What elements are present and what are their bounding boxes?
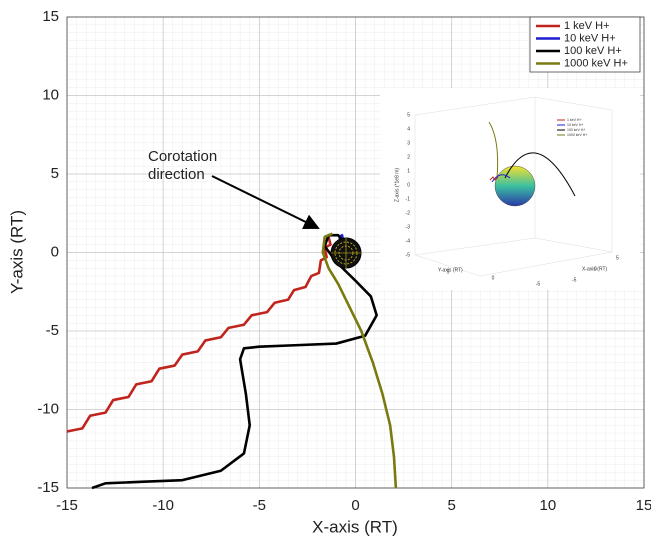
x-tick-label: -5 — [253, 497, 266, 514]
inset-y-label: Y-axis (RT) — [438, 267, 463, 273]
inset-legend-label: 1 keV H+ — [567, 118, 582, 122]
y-tick-label: 5 — [51, 165, 59, 182]
legend-label: 100 keV H+ — [564, 45, 622, 57]
plot-frame — [66, 16, 645, 489]
inset-z-tick-label: 3 — [407, 140, 410, 146]
inset-y-tick-label: 5 — [447, 269, 450, 275]
y-tick-label: -10 — [37, 400, 59, 417]
inset-z-tick-label: -1 — [406, 196, 411, 202]
inset-y-tick-label: -5 — [536, 281, 541, 287]
inset-x-tick-label: 0 — [594, 266, 597, 272]
inset-legend-label: 10 keV H+ — [567, 123, 583, 127]
x-tick-label: -15 — [56, 497, 78, 514]
x-tick-label: 5 — [447, 497, 455, 514]
legend-label: 10 keV H+ — [564, 32, 616, 44]
inset-legend-label: 1000 keV H+ — [567, 133, 587, 137]
inset-z-tick-label: -2 — [406, 210, 411, 216]
inset-z-tick-label: 2 — [407, 154, 410, 160]
legend-label: 1 keV H+ — [564, 20, 610, 32]
trajectory — [66, 236, 332, 433]
y-axis-label: Y-axis (RT) — [7, 210, 26, 294]
inset-legend-label: 100 keV H+ — [567, 128, 585, 132]
annotation: Corotation — [148, 148, 217, 165]
legend-label: 1000 keV H+ — [564, 57, 628, 69]
x-axis-label: X-axis (RT) — [312, 517, 398, 536]
inset-z-tick-label: 0 — [407, 182, 410, 188]
earth — [330, 237, 362, 269]
inset-z-tick-label: -5 — [406, 252, 411, 258]
y-tick-label: -15 — [37, 479, 59, 496]
inset-z-tick-label: -4 — [406, 238, 411, 244]
x-tick-label: 10 — [539, 497, 556, 514]
trajectory — [321, 232, 398, 489]
x-tick-label: 15 — [636, 497, 651, 514]
inset-z-label: Z-axis (*1e8 m) — [394, 168, 400, 203]
inset-x-label: X-axis (RT) — [582, 266, 608, 272]
y-tick-label: 0 — [51, 243, 59, 260]
trajectory — [91, 233, 378, 490]
annotation-arrow — [211, 175, 320, 230]
y-tick-label: -5 — [46, 322, 59, 339]
inset-x-tick-label: -5 — [572, 277, 577, 283]
inset-z-tick-label: 4 — [407, 126, 410, 132]
inset-z-tick-label: 1 — [407, 168, 410, 174]
inset-z-tick-label: 5 — [407, 112, 410, 118]
inset-y-tick-label: 0 — [492, 275, 495, 281]
annotation: direction — [148, 166, 205, 183]
x-tick-label: 0 — [351, 497, 359, 514]
inset-z-tick-label: -3 — [406, 224, 411, 230]
x-tick-label: -10 — [152, 497, 174, 514]
inset-plot: Z-axis (*1e8 m) Y-axis (RT) X-axis (RT) … — [380, 88, 640, 290]
y-tick-label: 15 — [42, 8, 59, 25]
y-tick-label: 10 — [42, 86, 59, 103]
legend: 1 keV H+10 keV H+100 keV H+1000 keV H+ — [529, 16, 641, 73]
inset-x-tick-label: 5 — [616, 255, 619, 261]
